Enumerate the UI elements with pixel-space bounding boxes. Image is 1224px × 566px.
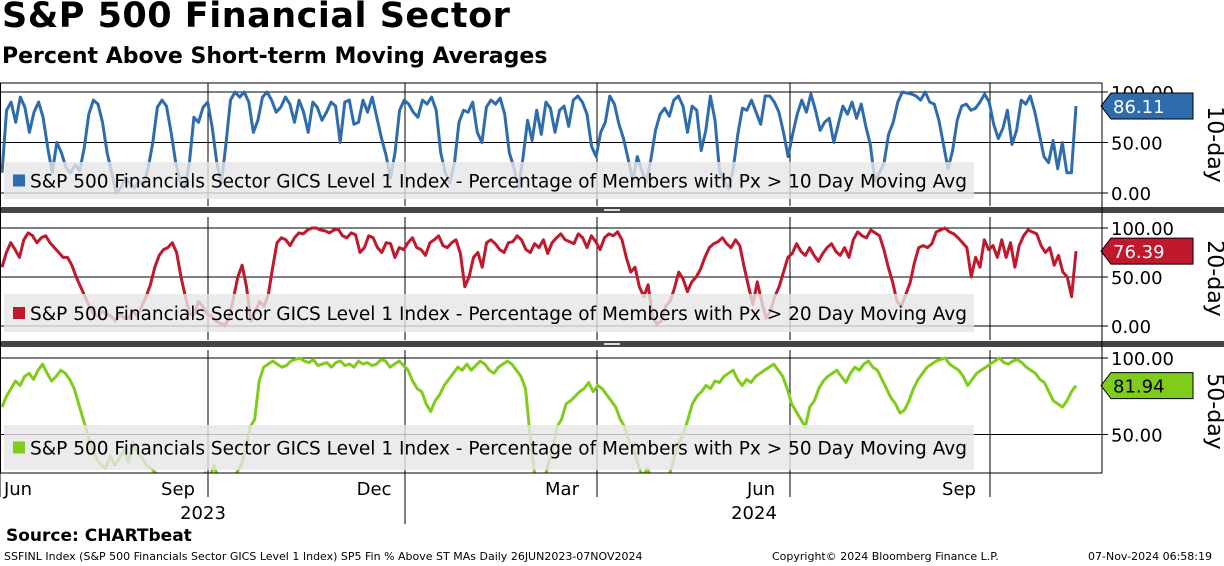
x-tick-label: Mar [545,479,580,500]
y-tick-label: 50.00 [1111,268,1163,289]
x-tick-label: Jun [3,479,32,500]
source-label: Source: CHARTbeat [6,526,192,546]
legend-label: S&P 500 Financials Sector GICS Level 1 I… [30,172,967,193]
legend-label: S&P 500 Financials Sector GICS Level 1 I… [30,439,967,460]
x-year-label: 2024 [731,503,777,524]
x-tick-label: Jun [746,479,775,500]
last-value-label: 86.11 [1113,97,1165,118]
last-value-badge [1100,237,1194,265]
panel-50-day: S&P 500 Financials Sector GICS Level 1 I… [0,349,1224,473]
footer-description: SSFINL Index (S&P 500 Financials Sector … [4,550,643,563]
y-tick-label: 0.00 [1111,317,1151,338]
legend-swatch [13,174,25,187]
panel-name-label: 50-day [1202,373,1224,449]
panel-10-day: S&P 500 Financials Sector GICS Level 1 I… [0,83,1224,213]
legend-swatch [13,441,25,454]
panel-name-label: 10-day [1202,106,1224,182]
x-tick-label: Dec [357,479,392,500]
footer-timestamp: 07-Nov-2024 06:58:19 [1088,550,1213,563]
panel-20-day: S&P 500 Financials Sector GICS Level 1 I… [0,217,1224,347]
chart-subtitle: Percent Above Short-term Moving Averages [2,44,548,69]
legend-label: S&P 500 Financials Sector GICS Level 1 I… [30,304,967,325]
legend-box [4,294,974,332]
legend-swatch [13,307,25,319]
y-tick-label: 100.00 [1111,349,1174,370]
last-value-label: 76.39 [1113,242,1165,263]
legend-box [4,162,974,199]
last-value-label: 81.94 [1113,377,1165,398]
legend-box [4,425,974,470]
separator-handle [604,343,620,345]
footer-copyright: Copyright© 2024 Bloomberg Finance L.P. [772,550,999,563]
last-value-badge [1100,92,1194,120]
y-tick-label: 0.00 [1111,184,1151,205]
y-tick-label: 50.00 [1111,134,1163,155]
x-tick-label: Sep [161,479,195,500]
separator-handle [604,209,620,211]
panel-name-label: 20-day [1202,240,1224,316]
last-value-badge [1100,372,1194,400]
x-year-label: 2023 [180,503,226,524]
y-tick-label: 50.00 [1111,426,1163,447]
chart-title: S&P 500 Financial Sector [2,0,511,36]
x-tick-label: Sep [942,479,976,500]
series-line-50-day [0,356,1078,473]
plot-frame [0,82,1103,474]
y-tick-label: 100.00 [1111,219,1174,240]
